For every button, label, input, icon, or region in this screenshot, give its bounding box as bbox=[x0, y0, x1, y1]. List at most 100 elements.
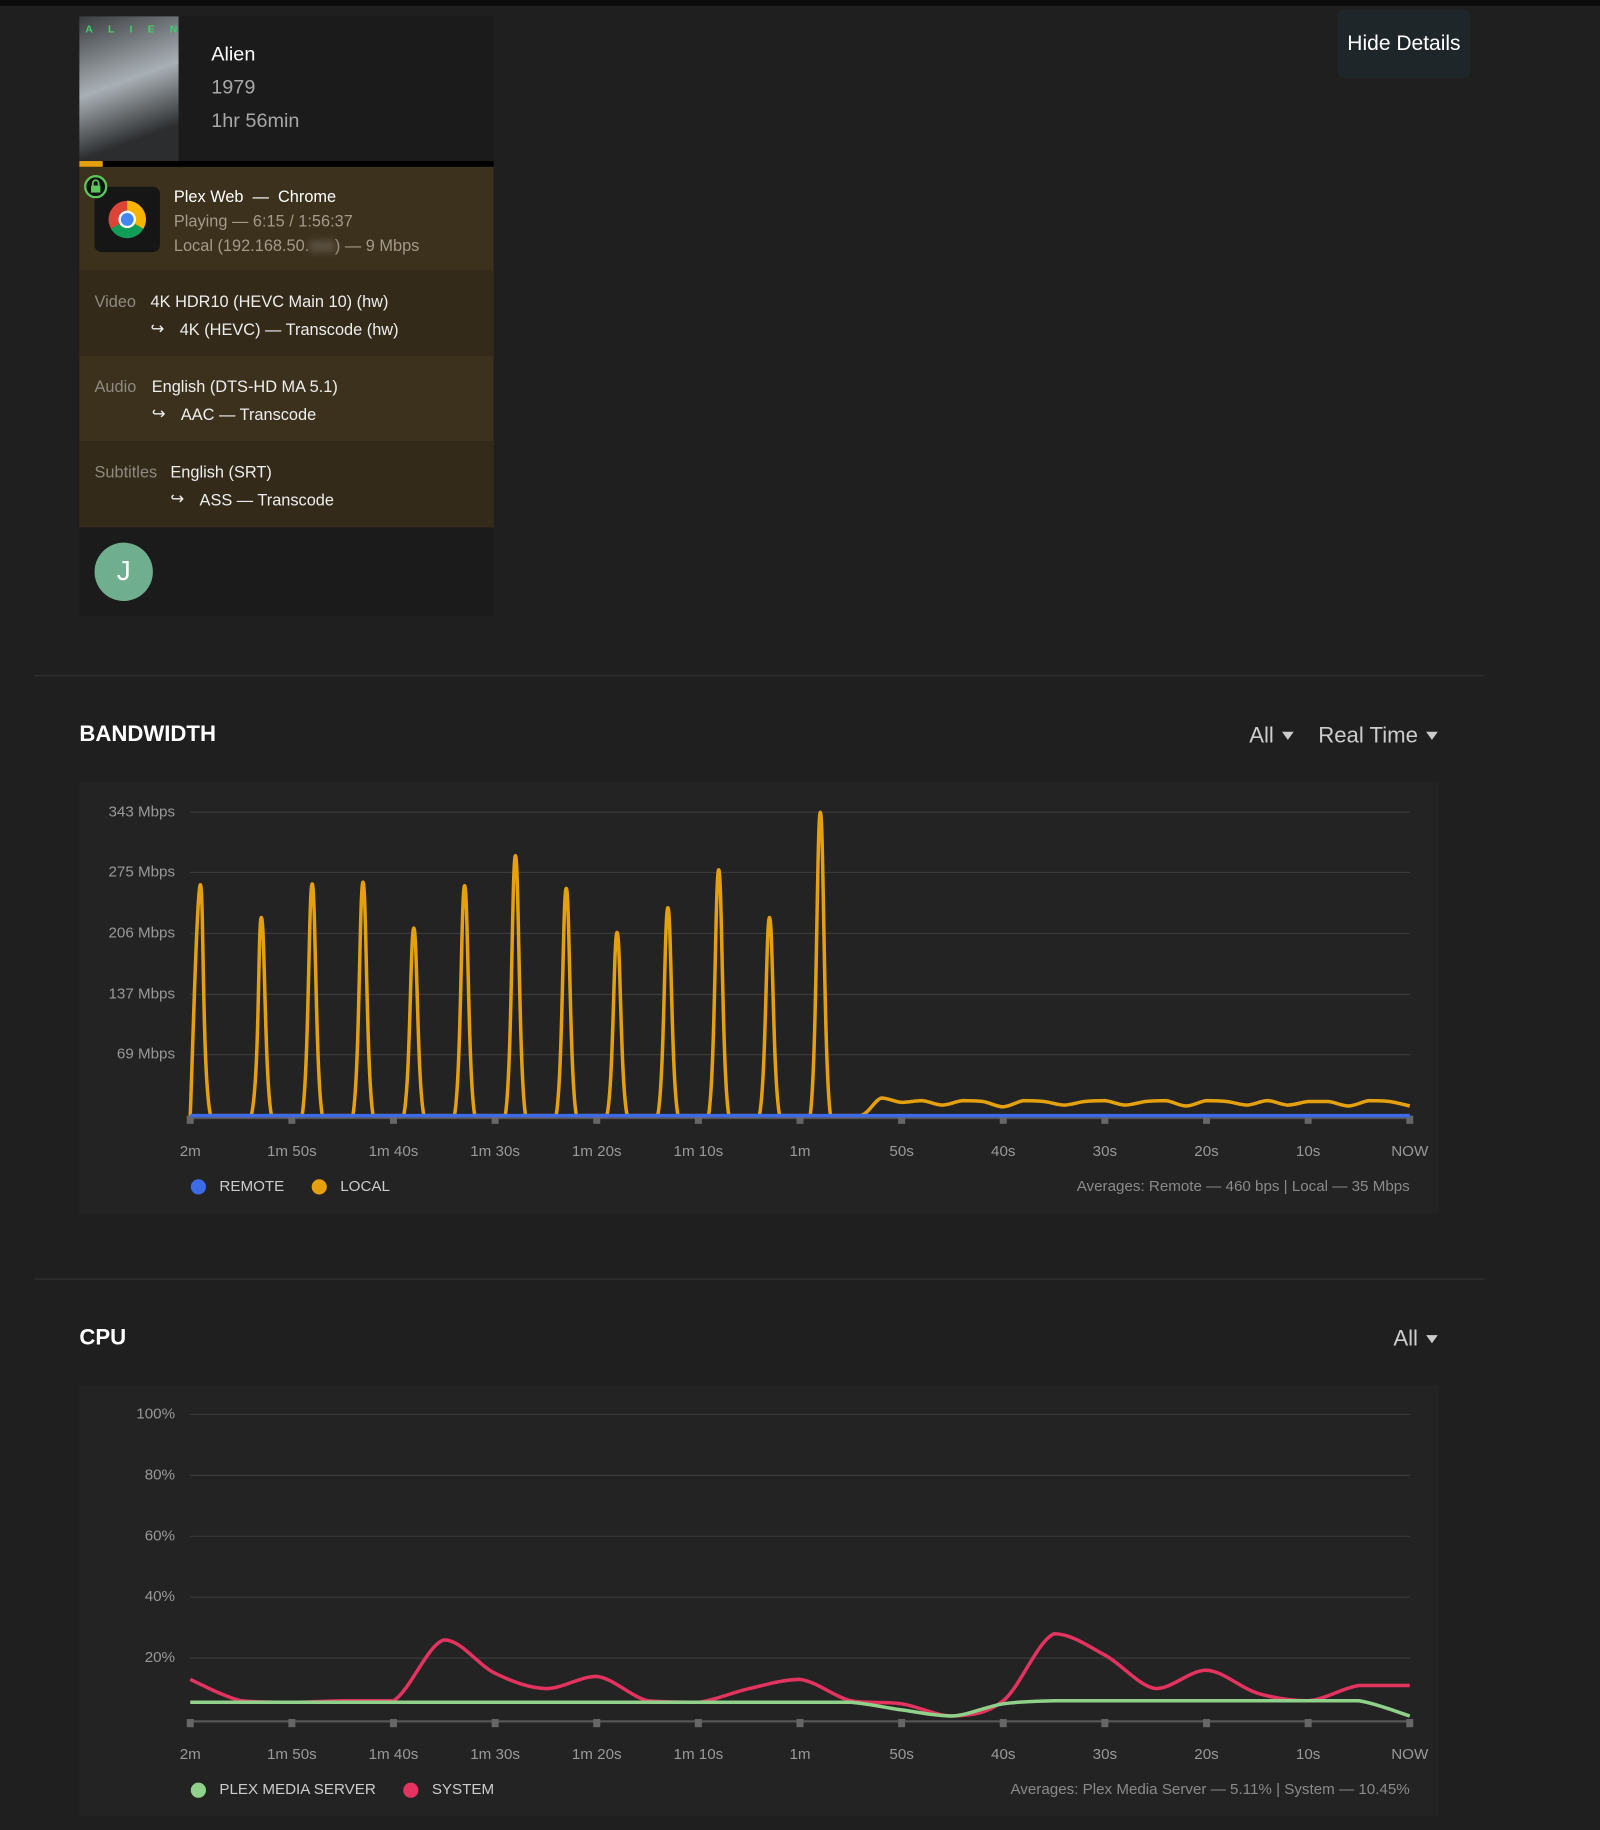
arrow: ↪ bbox=[151, 403, 166, 423]
media-duration: 1hr 56min bbox=[211, 109, 300, 132]
x-tick-label: 1m 50s bbox=[267, 1746, 317, 1763]
x-tick bbox=[898, 1719, 906, 1728]
dropdown-caret bbox=[1282, 731, 1294, 740]
stream-source: English (SRT) bbox=[170, 462, 272, 481]
stream-target: 4K (HEVC) — Transcode (hw) bbox=[179, 319, 399, 339]
stream-label: Video bbox=[94, 291, 137, 311]
arrow: ↪ bbox=[150, 318, 165, 338]
user-row: J bbox=[79, 527, 494, 617]
stream-label: Audio bbox=[94, 376, 137, 396]
series-line bbox=[190, 1699, 1411, 1718]
x-tick-label: 30s bbox=[1093, 1746, 1118, 1763]
player-name: Plex Web — Chrome bbox=[173, 186, 337, 206]
x-tick bbox=[491, 1719, 499, 1728]
x-tick bbox=[186, 1115, 194, 1124]
poster-title: ALIEN bbox=[85, 23, 193, 36]
x-tick-label: 1m 30s bbox=[470, 1746, 520, 1763]
x-tick-label: 1m 40s bbox=[369, 1746, 419, 1763]
x-tick-label: 1m 10s bbox=[674, 1143, 724, 1160]
x-tick-label: 2m bbox=[180, 1746, 201, 1763]
x-tick-label: 1m 50s bbox=[267, 1143, 317, 1160]
legend-label: PLEX MEDIA SERVER bbox=[219, 1781, 375, 1798]
x-tick bbox=[491, 1115, 499, 1124]
dropdown[interactable]: All bbox=[1393, 1326, 1418, 1351]
dropdown[interactable]: All bbox=[1249, 722, 1274, 747]
x-tick-label: 1m 40s bbox=[369, 1143, 419, 1160]
x-tick bbox=[1406, 1719, 1414, 1728]
x-tick bbox=[1203, 1719, 1211, 1728]
y-tick-label: 137 Mbps bbox=[108, 985, 175, 1002]
secure-icon bbox=[84, 175, 108, 199]
x-tick-label: 20s bbox=[1194, 1143, 1219, 1160]
x-tick bbox=[389, 1719, 397, 1728]
player-row: Plex Web — Chrome Playing — 6:15 / 1:56:… bbox=[79, 166, 494, 271]
stream-target: ASS — Transcode bbox=[199, 490, 334, 509]
chart-panel bbox=[79, 781, 1439, 1214]
legend-swatch bbox=[190, 1179, 206, 1195]
stream-source: English (DTS-HD MA 5.1) bbox=[151, 376, 338, 396]
progress-fill bbox=[79, 161, 103, 167]
dropdown[interactable]: Real Time bbox=[1318, 722, 1418, 747]
stream-row: Video 4K HDR10 (HEVC Main 10) (hw) ↪ 4K … bbox=[79, 270, 494, 356]
x-tick-label: 1m 10s bbox=[674, 1746, 724, 1763]
x-tick-label: 40s bbox=[991, 1746, 1016, 1763]
y-tick-label: 20% bbox=[145, 1649, 175, 1666]
x-tick-label: 2m bbox=[180, 1143, 201, 1160]
network-suffix: ) — 9 Mbps bbox=[334, 235, 420, 255]
x-tick bbox=[288, 1719, 296, 1728]
legend-swatch bbox=[403, 1782, 419, 1798]
y-tick-label: 40% bbox=[145, 1588, 175, 1605]
series-line bbox=[188, 810, 1411, 1118]
arrow: ↪ bbox=[170, 488, 185, 508]
x-tick bbox=[1304, 1115, 1312, 1124]
x-tick bbox=[898, 1115, 906, 1124]
network-prefix: Local (192.168.50. bbox=[173, 235, 310, 255]
stream-label: Subtitles bbox=[94, 462, 158, 481]
top-bar bbox=[0, 0, 1600, 6]
x-tick bbox=[186, 1719, 194, 1728]
x-tick bbox=[288, 1115, 296, 1124]
y-tick-label: 100% bbox=[136, 1405, 175, 1422]
stream-source: 4K HDR10 (HEVC Main 10) (hw) bbox=[150, 291, 389, 311]
dropdown-caret bbox=[1426, 731, 1438, 740]
network: Local (192.168.50. ) — 9 Mbps bbox=[174, 236, 419, 255]
x-tick-label: 1m 20s bbox=[572, 1143, 622, 1160]
x-tick bbox=[389, 1115, 397, 1124]
legend-swatch bbox=[190, 1782, 206, 1798]
stream-target: AAC — Transcode bbox=[180, 404, 317, 424]
x-tick-label: NOW bbox=[1391, 1746, 1429, 1763]
redacted bbox=[309, 240, 335, 253]
progress-track bbox=[79, 161, 494, 167]
browser-icon-box bbox=[94, 186, 160, 253]
poster: ALIEN bbox=[79, 16, 179, 162]
stream-row: Subtitles English (SRT) ↪ ASS — Transcod… bbox=[79, 441, 494, 528]
x-tick bbox=[593, 1719, 601, 1728]
x-tick-label: 1m bbox=[789, 1746, 810, 1763]
averages: Averages: Plex Media Server — 5.11% | Sy… bbox=[1010, 1781, 1409, 1798]
legend-swatch bbox=[311, 1179, 327, 1195]
chrome-icon bbox=[108, 200, 146, 239]
x-tick-label: 20s bbox=[1194, 1746, 1219, 1763]
x-tick-label: 50s bbox=[889, 1143, 914, 1160]
x-tick bbox=[1406, 1115, 1414, 1124]
section-title: CPU bbox=[79, 1324, 126, 1349]
hide-details-button[interactable]: Hide Details bbox=[1337, 9, 1471, 79]
media-year: 1979 bbox=[211, 75, 256, 99]
x-tick-label: 10s bbox=[1296, 1143, 1321, 1160]
y-tick-label: 275 Mbps bbox=[108, 863, 175, 880]
x-tick-label: NOW bbox=[1391, 1143, 1429, 1160]
x-tick-label: 1m bbox=[789, 1143, 810, 1160]
legend-label: SYSTEM bbox=[432, 1781, 494, 1798]
x-tick-label: 30s bbox=[1093, 1143, 1118, 1160]
x-tick-label: 50s bbox=[889, 1746, 914, 1763]
x-tick-label: 1m 20s bbox=[572, 1746, 622, 1763]
y-tick-label: 343 Mbps bbox=[108, 803, 175, 820]
playback-state: Playing — 6:15 / 1:56:37 bbox=[173, 211, 353, 230]
media-title: Alien bbox=[211, 43, 256, 66]
x-tick bbox=[796, 1719, 804, 1728]
y-tick-label: 69 Mbps bbox=[117, 1046, 176, 1063]
x-tick bbox=[1304, 1719, 1312, 1728]
